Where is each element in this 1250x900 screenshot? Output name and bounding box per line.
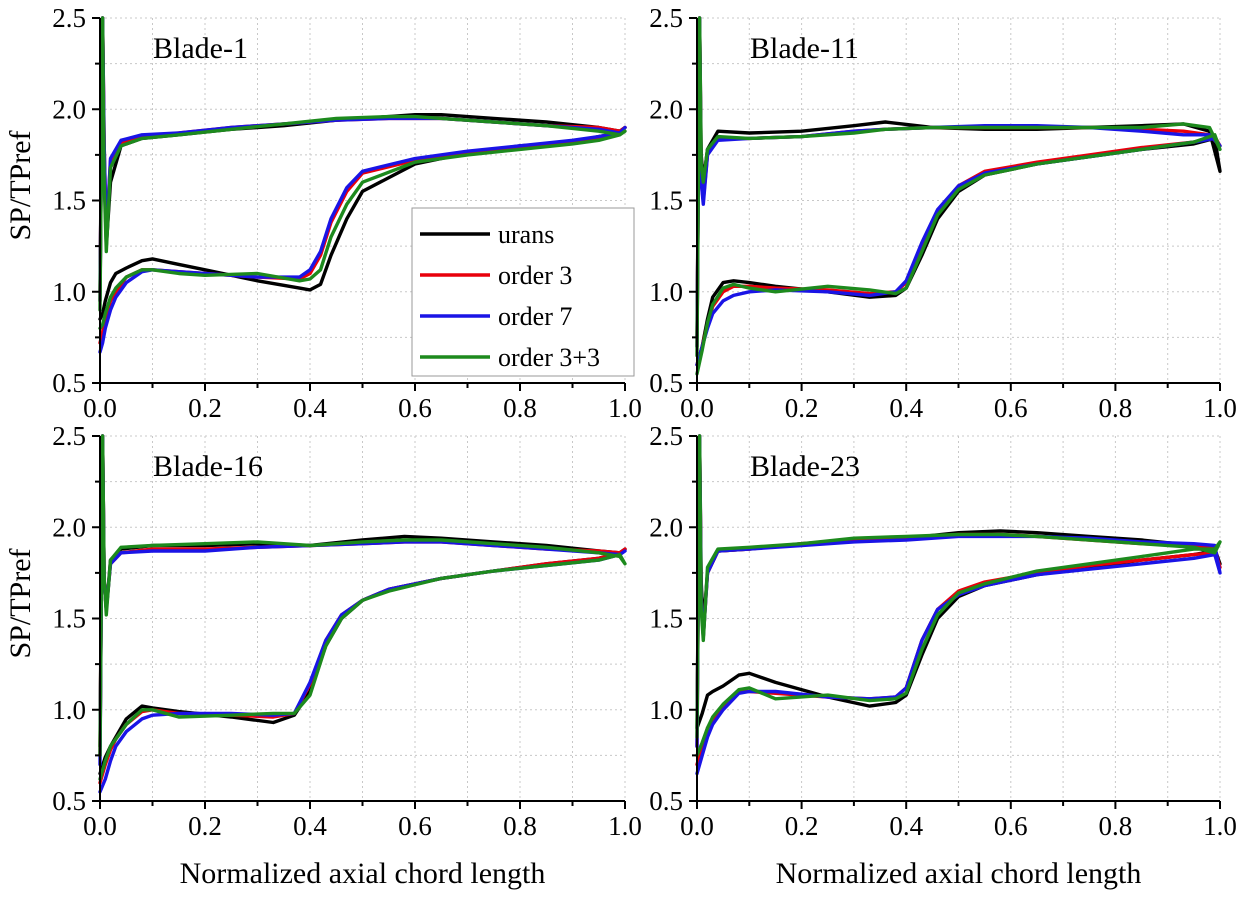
legend-label: order 3+3: [498, 343, 600, 372]
y-tick-label: 0.5: [649, 786, 683, 816]
x-tick-label: 0.6: [398, 811, 432, 841]
x-tick-label: 0.4: [889, 811, 923, 841]
y-tick-label: 2.0: [52, 512, 86, 542]
series-line-urans: [695, 16, 1222, 367]
x-tick-label: 0.6: [994, 393, 1028, 423]
x-tick-label: 1.0: [1203, 393, 1237, 423]
series-line-order-3-3: [695, 434, 1222, 758]
series-line-order-7: [98, 434, 627, 794]
x-tick-label: 0.8: [1099, 393, 1133, 423]
panel-title: Blade-11: [750, 32, 859, 65]
x-tick-label: 0.8: [503, 393, 537, 423]
x-axis-title: Normalized axial chord length: [776, 857, 1142, 890]
y-tick-label: 1.0: [52, 695, 86, 725]
panel-title: Blade-1: [153, 32, 248, 65]
y-tick-label: 2.0: [52, 94, 86, 124]
x-tick-label: 0.0: [680, 393, 714, 423]
x-tick-label: 1.0: [1203, 811, 1237, 841]
legend-label: order 7: [498, 302, 572, 331]
panel-title: Blade-23: [750, 450, 860, 483]
x-tick-label: 0.0: [83, 811, 117, 841]
panel-1: 0.0 0.2 0.4 0.6 0.8 1.0 0.5 1.0 1.5 2.0 2.5 Blade-1…: [4, 3, 642, 423]
y-axis-title: SP/TPref: [4, 548, 37, 658]
y-tick-label: 2.0: [649, 94, 683, 124]
series-line-order-3-3: [98, 16, 627, 330]
y-tick-label: 1.5: [649, 186, 683, 216]
y-tick-label: 1.0: [649, 277, 683, 307]
x-tick-label: 0.4: [889, 393, 923, 423]
legend-box: [411, 207, 635, 377]
panel-4: 0.0 0.2 0.4 0.6 0.8 1.0 0.5 1.0 1.5 2.0 2.5 Blade-2…: [649, 421, 1237, 890]
series-line-order-3-3: [98, 434, 627, 781]
panel-title: Blade-16: [153, 450, 263, 483]
x-tick-label: 0.2: [188, 811, 222, 841]
panel-2: 0.0 0.2 0.4 0.6 0.8 1.0 0.5 1.0 1.5 2.0 2.5 Blade-1…: [649, 3, 1237, 423]
y-tick-label: 1.5: [52, 186, 86, 216]
y-tick-label: 0.5: [52, 786, 86, 816]
y-tick-label: 0.5: [52, 368, 86, 398]
x-tick-label: 0.4: [293, 811, 327, 841]
x-tick-label: 0.2: [785, 811, 819, 841]
x-tick-label: 0.8: [1099, 811, 1133, 841]
legend-label: urans: [498, 220, 554, 249]
y-tick-label: 2.5: [52, 3, 86, 33]
series-line-order-3: [98, 434, 627, 785]
y-axis-title: SP/TPref: [4, 130, 37, 240]
y-tick-label: 2.0: [649, 512, 683, 542]
y-tick-label: 2.5: [649, 3, 683, 33]
x-axis-title: Normalized axial chord length: [180, 857, 546, 890]
x-tick-label: 0.6: [398, 393, 432, 423]
y-tick-label: 0.5: [649, 368, 683, 398]
x-tick-label: 1.0: [608, 811, 642, 841]
x-tick-label: 0.2: [188, 393, 222, 423]
y-tick-label: 2.5: [649, 421, 683, 451]
x-tick-label: 0.6: [994, 811, 1028, 841]
x-tick-label: 0.4: [293, 393, 327, 423]
legend-label: order 3: [498, 261, 572, 290]
x-tick-label: 0.8: [503, 811, 537, 841]
x-tick-label: 0.0: [83, 393, 117, 423]
x-tick-label: 0.2: [785, 393, 819, 423]
legend: urans order 3 order 7 order 3+3: [411, 207, 635, 377]
y-tick-label: 1.5: [52, 604, 86, 634]
x-tick-label: 0.0: [680, 811, 714, 841]
series-line-order-3: [695, 434, 1222, 767]
series-line-order-3-3: [695, 16, 1222, 376]
panel-3: 0.0 0.2 0.4 0.6 0.8 1.0 0.5 1.0 1.5 2.0 2.5 Blade-1…: [4, 421, 642, 890]
y-tick-label: 1.0: [52, 277, 86, 307]
y-tick-label: 2.5: [52, 421, 86, 451]
y-tick-label: 1.0: [649, 695, 683, 725]
y-tick-label: 1.5: [649, 604, 683, 634]
x-tick-label: 1.0: [608, 393, 642, 423]
